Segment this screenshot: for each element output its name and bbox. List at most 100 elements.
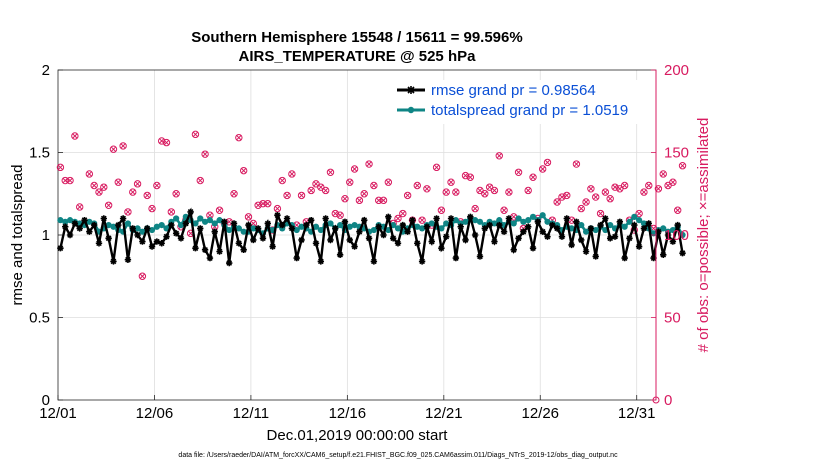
totalspread-point bbox=[491, 220, 498, 227]
legend-spread-marker bbox=[407, 106, 415, 114]
obs-possible-marker bbox=[399, 209, 407, 218]
obs-possible-marker bbox=[129, 188, 137, 196]
obs-possible-marker bbox=[418, 216, 426, 224]
obs-assimilated-marker bbox=[453, 189, 459, 195]
rmse-point bbox=[679, 249, 686, 257]
totalspread-point bbox=[226, 226, 233, 234]
rmse-point bbox=[496, 221, 503, 229]
obs-assimilated-marker bbox=[636, 210, 642, 217]
y-axis-left-label: rmse and totalspread bbox=[9, 165, 26, 306]
rmse-point bbox=[515, 235, 522, 242]
obs-possible-marker bbox=[466, 173, 475, 181]
obs-count-point bbox=[273, 204, 282, 213]
obs-assimilated-marker bbox=[240, 167, 247, 174]
obs-possible-marker bbox=[162, 138, 171, 147]
rmse-point bbox=[471, 231, 479, 239]
rmse-point bbox=[457, 223, 464, 230]
obs-count-point bbox=[230, 190, 238, 198]
rmse-point bbox=[86, 228, 93, 235]
totalspread-point bbox=[240, 228, 247, 235]
obs-possible-marker bbox=[239, 166, 248, 175]
rmse-point bbox=[462, 236, 469, 244]
rmse-point bbox=[221, 218, 228, 225]
obs-assimilated-marker bbox=[216, 207, 223, 214]
totalspread-point bbox=[337, 222, 344, 229]
obs-assimilated-marker bbox=[110, 146, 117, 152]
obs-possible-marker bbox=[100, 183, 108, 191]
obs-assimilated-marker bbox=[491, 187, 498, 194]
rmse-point bbox=[606, 235, 614, 242]
rmse-point bbox=[563, 215, 570, 222]
rmse-point bbox=[119, 215, 127, 222]
rmse-point bbox=[660, 251, 667, 258]
rmse-point bbox=[418, 258, 426, 265]
obs-count-point bbox=[336, 211, 344, 219]
rmse-point bbox=[110, 258, 117, 265]
totalspread-point bbox=[235, 225, 242, 232]
totalspread-point bbox=[211, 220, 218, 227]
rmse-point bbox=[674, 221, 681, 229]
obs-count-point bbox=[596, 209, 605, 218]
rmse-point bbox=[76, 225, 83, 232]
obs-count-point bbox=[394, 214, 402, 223]
totalspread-point bbox=[197, 215, 204, 222]
obs-possible-marker bbox=[384, 178, 393, 186]
totalspread-point bbox=[515, 215, 522, 222]
obs-assimilated-marker bbox=[674, 207, 681, 214]
obs-count-point bbox=[201, 150, 209, 158]
rmse-point bbox=[510, 246, 517, 254]
obs-possible-marker bbox=[76, 203, 84, 211]
obs-count-point bbox=[350, 165, 359, 173]
rmse-point bbox=[351, 243, 358, 250]
rmse-point bbox=[385, 213, 392, 221]
rmse-point bbox=[356, 228, 363, 235]
obs-assimilated-marker bbox=[192, 131, 199, 138]
rmse-point bbox=[307, 216, 315, 224]
obs-possible-marker bbox=[66, 176, 74, 185]
obs-assimilated-marker bbox=[371, 182, 377, 189]
obs-assimilated-marker bbox=[385, 179, 392, 185]
obs-assimilated-marker bbox=[125, 209, 131, 215]
y-left-tick-label: 0 bbox=[42, 392, 50, 409]
obs-possible-marker bbox=[201, 150, 209, 158]
obs-possible-marker bbox=[505, 188, 513, 196]
obs-possible-marker bbox=[95, 188, 103, 196]
obs-count-point bbox=[495, 152, 503, 160]
totalspread-point bbox=[438, 225, 445, 232]
obs-count-point bbox=[471, 204, 479, 213]
obs-assimilated-marker bbox=[245, 214, 252, 220]
obs-count-point bbox=[56, 163, 65, 172]
legend-box bbox=[392, 80, 654, 124]
rmse-point bbox=[177, 235, 185, 242]
obs-assimilated-marker bbox=[86, 171, 93, 177]
obs-possible-marker bbox=[432, 163, 441, 172]
totalspread-point bbox=[452, 217, 459, 224]
obs-assimilated-marker bbox=[438, 207, 445, 214]
obs-count-point bbox=[321, 186, 330, 195]
obs-assimilated-marker bbox=[202, 151, 208, 157]
obs-possible-marker bbox=[437, 206, 446, 214]
totalspread-point bbox=[394, 225, 402, 232]
rmse-point bbox=[303, 221, 310, 229]
rmse-point bbox=[438, 245, 445, 252]
obs-possible-marker bbox=[235, 133, 243, 142]
rmse-point bbox=[283, 215, 291, 222]
legend-rmse-marker bbox=[407, 86, 415, 94]
obs-count-point bbox=[360, 190, 368, 198]
obs-possible-marker bbox=[283, 191, 291, 200]
rmse-point bbox=[380, 231, 387, 239]
rmse-point bbox=[312, 240, 320, 247]
rmse-point bbox=[443, 233, 450, 240]
obs-possible-marker bbox=[297, 191, 306, 200]
rmse-line bbox=[59, 207, 684, 264]
obs-count-point bbox=[592, 193, 600, 201]
obs-possible-marker bbox=[524, 186, 532, 195]
x-axis-label: Dec.01,2019 00:00:00 start bbox=[267, 427, 449, 444]
obs-possible-marker bbox=[572, 160, 581, 168]
y-axis-right-label: # of obs: o=possible; ×=assimilated bbox=[695, 118, 712, 353]
x-tick-label: 12/16 bbox=[329, 405, 367, 422]
rmse-point bbox=[476, 253, 484, 260]
rmse-point bbox=[216, 248, 223, 255]
obs-possible-marker bbox=[592, 193, 600, 201]
obs-assimilated-marker bbox=[414, 182, 421, 189]
